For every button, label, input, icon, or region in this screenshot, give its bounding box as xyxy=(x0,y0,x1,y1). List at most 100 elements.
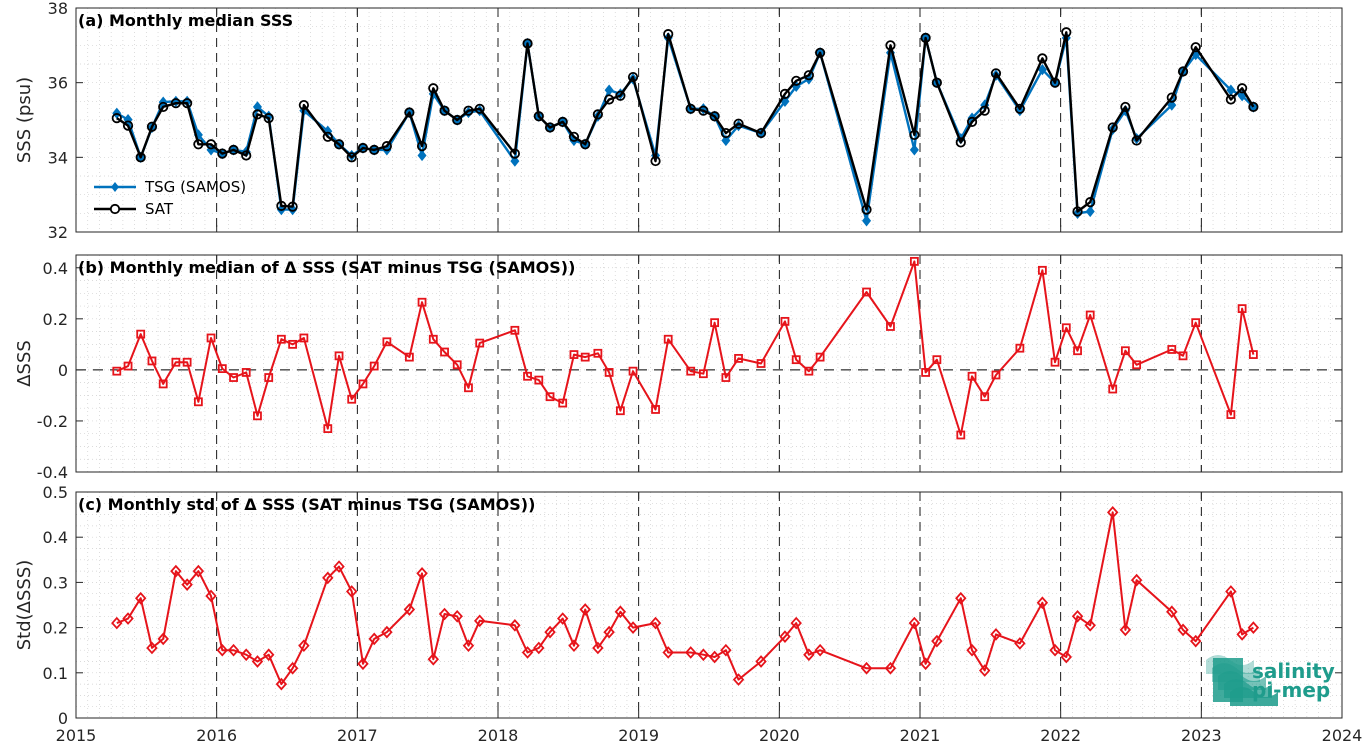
data-point xyxy=(1050,357,1060,367)
data-point xyxy=(1061,323,1071,333)
data-point xyxy=(1167,99,1177,111)
axes-box xyxy=(75,7,1343,233)
panel-title: (b) Monthly median of Δ SSS (SAT minus T… xyxy=(78,258,575,277)
data-point xyxy=(884,661,897,675)
data-point xyxy=(721,373,731,382)
series-tsg-samos xyxy=(112,32,1258,227)
data-point xyxy=(921,368,931,377)
data-point xyxy=(1131,135,1142,146)
data-point xyxy=(382,337,392,347)
data-point xyxy=(627,71,639,83)
series-line xyxy=(116,511,1254,686)
data-point xyxy=(146,121,158,132)
data-point xyxy=(862,215,872,227)
data-point xyxy=(322,571,334,585)
data-point xyxy=(509,618,521,632)
data-point xyxy=(919,657,932,671)
data-point xyxy=(604,94,615,105)
x-tick-label: 2023 xyxy=(1181,726,1222,745)
y-axis-label: Std(ΔSSS) xyxy=(14,560,35,651)
data-point xyxy=(510,325,520,335)
data-point xyxy=(381,625,393,639)
data-point xyxy=(1061,27,1072,38)
data-point xyxy=(1049,643,1061,657)
data-point xyxy=(592,641,604,655)
data-point xyxy=(403,603,416,616)
data-point xyxy=(147,356,157,366)
data-point xyxy=(580,352,590,362)
y-tick-label: 0.4 xyxy=(43,528,68,547)
data-point xyxy=(252,109,263,120)
legend-marker xyxy=(111,182,119,192)
data-point xyxy=(955,591,967,605)
data-point xyxy=(860,661,873,675)
data-point xyxy=(967,371,977,381)
data-point xyxy=(780,316,790,326)
data-point xyxy=(299,333,309,343)
data-point xyxy=(755,655,767,668)
data-point xyxy=(579,603,591,616)
data-point xyxy=(533,111,544,122)
data-point xyxy=(886,322,895,331)
data-point xyxy=(556,612,569,625)
data-point xyxy=(439,105,450,116)
data-point xyxy=(1084,618,1096,632)
data-point xyxy=(1071,609,1084,623)
data-point xyxy=(990,628,1002,641)
data-point xyxy=(615,90,626,101)
legend: TSG (SAMOS) SAT xyxy=(94,178,246,218)
data-point xyxy=(755,127,767,139)
data-point xyxy=(1226,410,1236,419)
data-point xyxy=(182,357,192,367)
data-point xyxy=(815,47,826,58)
data-point xyxy=(955,137,966,148)
axes-box xyxy=(75,491,1343,719)
data-point xyxy=(111,616,123,630)
data-point xyxy=(1036,596,1049,610)
data-point xyxy=(1167,345,1177,354)
data-point xyxy=(346,152,357,163)
data-point xyxy=(533,641,545,655)
data-point xyxy=(322,131,333,142)
data-point xyxy=(663,334,673,344)
series-line xyxy=(116,36,1255,223)
data-point xyxy=(779,630,791,643)
y-tick-label: 0.3 xyxy=(43,573,68,592)
data-point xyxy=(206,333,216,343)
x-tick-label: 2024 xyxy=(1322,726,1363,745)
data-point xyxy=(217,148,228,159)
x-tick-label: 2015 xyxy=(56,726,97,745)
data-point xyxy=(990,68,1002,79)
data-point xyxy=(1177,623,1189,637)
data-point xyxy=(1107,505,1119,519)
data-point xyxy=(650,155,661,167)
data-point xyxy=(475,338,485,348)
data-point xyxy=(627,621,639,634)
data-point xyxy=(369,144,380,155)
data-point xyxy=(686,366,696,376)
data-point xyxy=(709,111,720,122)
data-point xyxy=(710,318,720,328)
data-point xyxy=(240,648,252,662)
data-point xyxy=(1225,94,1236,105)
data-point xyxy=(909,256,919,266)
data-point xyxy=(252,101,262,113)
data-point xyxy=(1085,310,1095,320)
data-point xyxy=(462,639,475,653)
y-axis-label: ΔSSS xyxy=(14,340,35,387)
data-point xyxy=(1120,101,1131,113)
y-tick-label: -0.4 xyxy=(37,463,68,482)
data-point xyxy=(756,359,766,368)
data-point xyxy=(286,661,299,675)
data-point xyxy=(381,141,392,152)
data-point xyxy=(1189,634,1202,648)
data-point xyxy=(1014,103,1025,114)
data-point xyxy=(1049,77,1061,88)
data-point xyxy=(463,105,474,116)
data-point xyxy=(333,139,345,150)
data-point xyxy=(791,355,801,365)
data-point xyxy=(779,88,791,99)
data-point xyxy=(804,366,814,376)
data-point xyxy=(241,150,252,161)
data-point xyxy=(697,648,710,662)
